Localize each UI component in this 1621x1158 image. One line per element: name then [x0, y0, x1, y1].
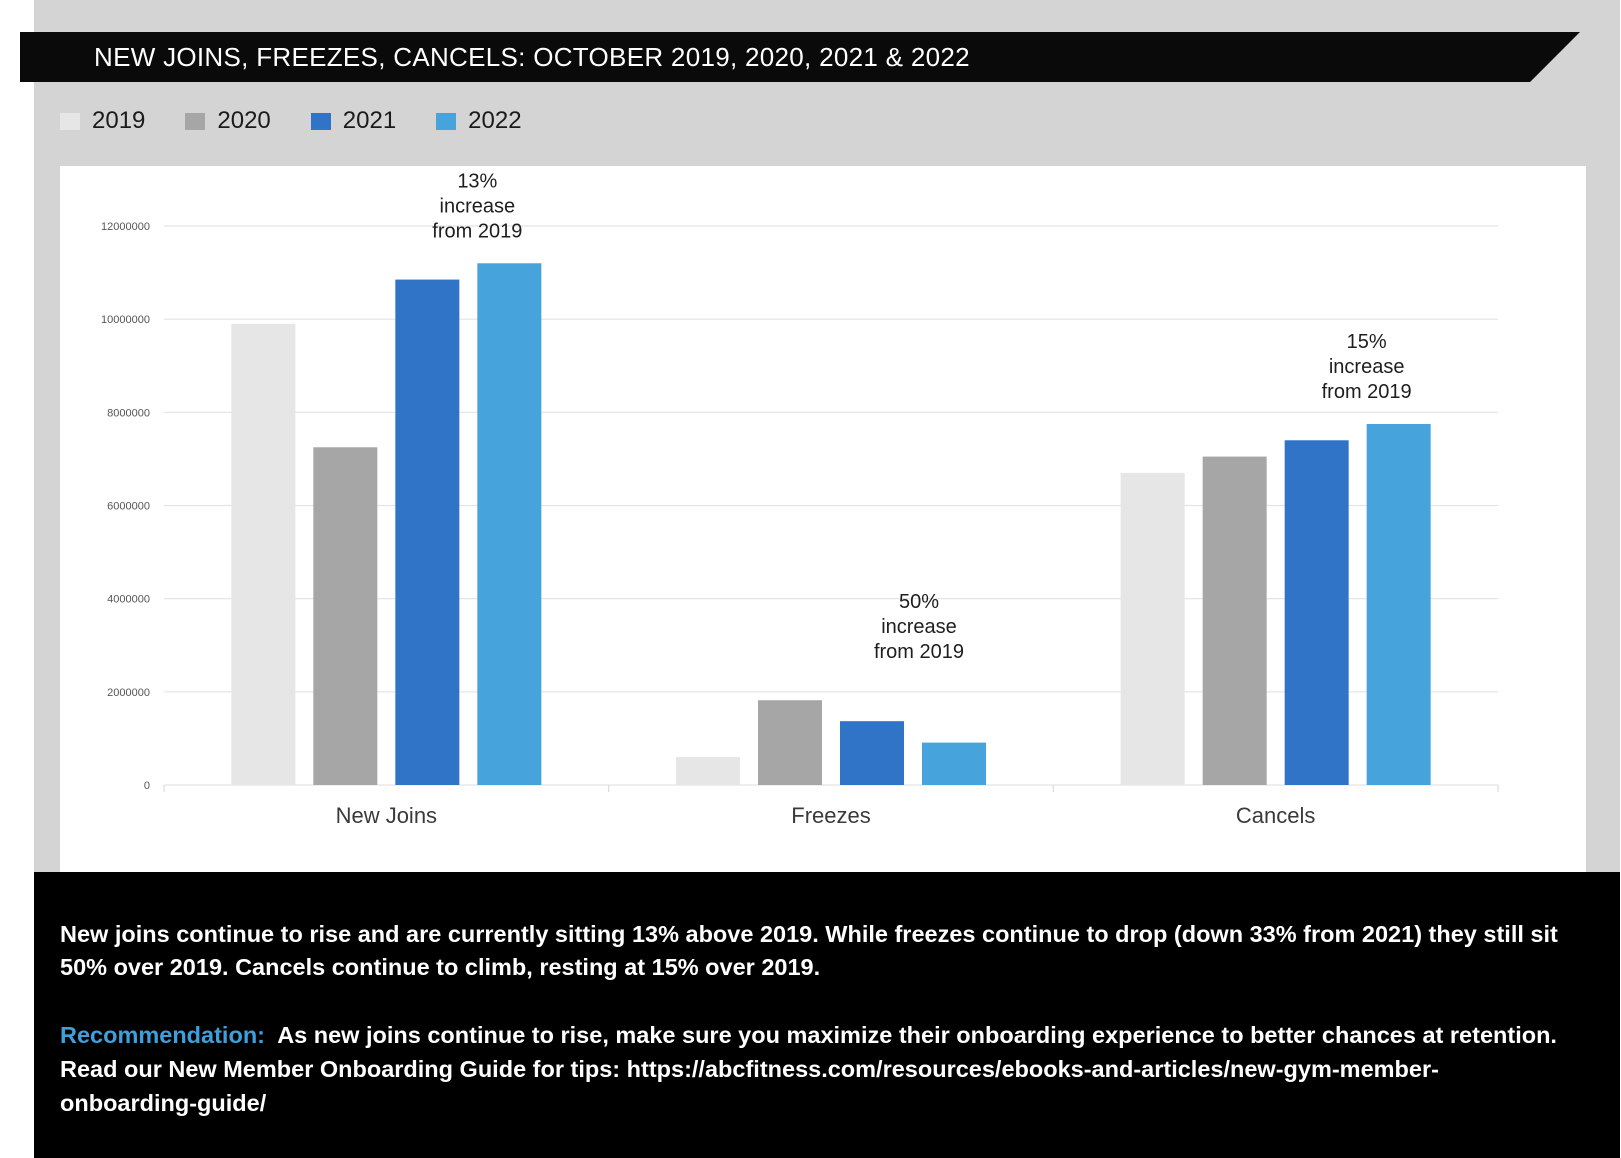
annotation-text: increase: [1329, 356, 1405, 378]
bar-2022: [922, 742, 986, 785]
title-bar: [20, 32, 1580, 82]
bar-2021: [840, 721, 904, 785]
y-tick-label: 2000000: [107, 687, 150, 699]
bar-chart: 0 2000000 4000000 6000000 8000000 10000000 120…: [101, 170, 1499, 828]
y-tick-label: 0: [144, 780, 150, 792]
legend-item-2022: 2022: [436, 107, 522, 135]
annotation-text: 15%: [1347, 331, 1387, 353]
legend-label: 2022: [468, 107, 522, 134]
bar-2022: [477, 263, 542, 785]
chart-legend: 2019 2020 2021 2022: [60, 104, 522, 138]
legend-label: 2020: [217, 107, 271, 134]
bar-2022: [1366, 423, 1431, 785]
recommendation-label: Recommendation:: [60, 1022, 265, 1048]
bar-2020: [1202, 456, 1267, 785]
annotation-text: increase: [881, 616, 957, 638]
annotation-text: 13%: [457, 170, 497, 192]
recommendation-body: As new joins continue to rise, make sure…: [60, 1022, 1557, 1116]
summary-panel: [34, 872, 1620, 1158]
annotation-text: 50%: [899, 591, 939, 613]
bar-2019: [676, 757, 740, 785]
legend-item-2020: 2020: [185, 107, 271, 135]
bar-2019: [231, 323, 296, 785]
recommendation-text: Recommendation: As new joins continue to…: [60, 1018, 1560, 1120]
bar-2021: [1284, 440, 1349, 785]
summary-text: New joins continue to rise and are curre…: [60, 921, 1558, 980]
annotation-text: increase: [440, 195, 516, 217]
bar-2019: [1120, 472, 1185, 785]
legend-label: 2021: [342, 107, 397, 134]
y-tick-label: 6000000: [107, 501, 150, 513]
legend-item-2021: 2021: [310, 107, 397, 135]
annotation-text: from 2019: [432, 220, 522, 242]
annotation-text: from 2019: [1322, 381, 1412, 403]
legend-label: 2019: [92, 107, 146, 134]
bar-2020: [758, 700, 822, 785]
y-tick-label: 12000000: [101, 221, 150, 233]
x-tick-label: New Joins: [336, 803, 437, 828]
legend-swatch: [436, 112, 457, 130]
legend-swatch: [185, 112, 206, 130]
legend-swatch: [60, 112, 80, 130]
bar-2020: [313, 447, 378, 785]
chart-title: NEW JOINS, FREEZES, CANCELS: OCTOBER 201…: [94, 42, 970, 72]
y-tick-label: 10000000: [101, 314, 150, 326]
x-tick-label: Freezes: [791, 803, 870, 828]
chart-area: 0 2000000 4000000 6000000 8000000 10000000 120…: [60, 166, 1586, 874]
x-tick-label: Cancels: [1236, 803, 1315, 828]
bar-2021: [395, 279, 460, 785]
annotation-text: from 2019: [874, 641, 964, 663]
y-tick-label: 8000000: [107, 407, 150, 419]
legend-swatch: [310, 112, 331, 130]
y-tick-label: 4000000: [107, 594, 150, 606]
legend-item-2019: 2019: [60, 107, 145, 135]
